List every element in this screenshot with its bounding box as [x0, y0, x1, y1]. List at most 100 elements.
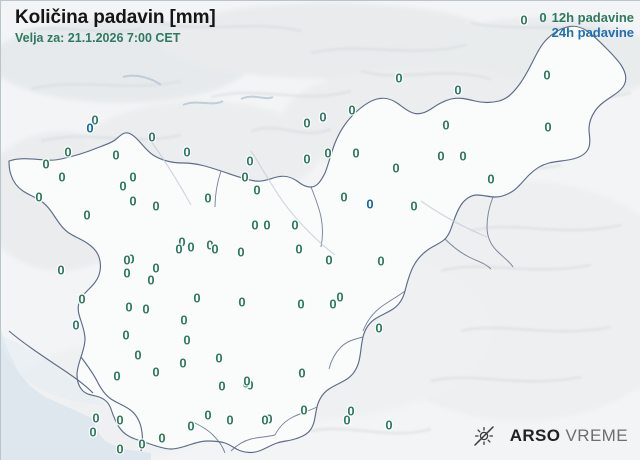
station-value-12h: 0 — [295, 241, 303, 257]
station-value-12h: 0 — [58, 169, 66, 185]
legend: 0 12h padavine 24h padavine — [539, 10, 634, 40]
station-value-12h: 0 — [253, 182, 261, 198]
station-value-12h: 0 — [261, 412, 269, 428]
station-value-12h: 0 — [215, 350, 223, 366]
station-value-12h: 0 — [57, 262, 65, 278]
arso-wordmark: ARSO VREME — [510, 426, 628, 446]
station-value-12h: 0 — [187, 418, 195, 434]
station-value-12h: 0 — [83, 207, 91, 223]
istria-coast — [80, 356, 144, 452]
station-value-12h: 0 — [91, 112, 99, 128]
station-value-12h: 0 — [152, 364, 160, 380]
station-value-12h: 0 — [395, 70, 403, 86]
station-value-12h: 0 — [348, 102, 356, 118]
legend-item-24h: 24h padavine — [539, 25, 634, 40]
rivers — [150, 140, 488, 256]
station-value-12h: 0 — [375, 320, 383, 336]
sun-weather-icon — [473, 426, 494, 446]
station-value-12h: 0 — [243, 373, 251, 389]
station-value-12h: 0 — [113, 368, 121, 384]
lakes — [122, 74, 274, 106]
station-value-12h: 0 — [35, 189, 43, 205]
station-value-12h: 0 — [152, 260, 160, 276]
station-value-12h: 0 — [263, 217, 271, 233]
station-value-12h: 0 — [187, 239, 195, 255]
station-value-12h: 0 — [442, 117, 450, 133]
station-value-12h: 0 — [410, 198, 418, 214]
station-value-12h: 0 — [72, 317, 80, 333]
station-value-12h: 0 — [183, 144, 191, 160]
station-value-12h: 0 — [89, 424, 97, 440]
station-value-12h: 0 — [180, 312, 188, 328]
station-value-12h: 0 — [377, 253, 385, 269]
station-value-12h: 0 — [392, 160, 400, 176]
station-value-12h: 0 — [122, 327, 130, 343]
station-value-12h: 0 — [178, 234, 186, 250]
station-value-12h: 0 — [298, 365, 306, 381]
station-value-12h: 0 — [125, 299, 133, 315]
station-value-12h: 0 — [129, 169, 137, 185]
station-value-12h: 0 — [459, 148, 467, 164]
station-value-12h: 0 — [148, 129, 156, 145]
station-value-12h: 0 — [251, 217, 259, 233]
station-value-12h: 0 — [226, 412, 234, 428]
station-value-12h: 0 — [385, 417, 393, 433]
station-value-12h: 0 — [437, 148, 445, 164]
station-value-12h: 0 — [324, 145, 332, 161]
station-value-12h: 0 — [193, 290, 201, 306]
station-value-12h: 0 — [78, 291, 86, 307]
station-value-12h: 0 — [238, 294, 246, 310]
station-value-12h: 0 — [241, 169, 249, 185]
station-value-12h: 0 — [147, 272, 155, 288]
station-value-12h: 0 — [42, 156, 50, 172]
station-value-12h: 0 — [325, 252, 333, 268]
coast-trieste-bay — [8, 330, 94, 394]
station-value-12h: 0 — [291, 217, 299, 233]
station-value-12h: 0 — [343, 412, 351, 428]
station-value-12h: 0 — [246, 153, 254, 169]
station-value-12h: 0 — [520, 12, 528, 28]
station-value-24h: 0 — [366, 196, 374, 212]
legend-label-24h: 24h padavine — [551, 25, 634, 40]
station-value-12h: 0 — [152, 198, 160, 214]
station-value-12h: 0 — [206, 237, 214, 253]
adriatic-sea — [1, 331, 151, 460]
station-value-12h: 0 — [64, 144, 72, 160]
station-value-12h: 0 — [487, 171, 495, 187]
station-value-12h: 0 — [158, 430, 166, 446]
station-value-12h: 0 — [544, 119, 552, 135]
station-value-12h: 0 — [211, 241, 219, 257]
arso-logo: ARSO VREME — [472, 424, 628, 448]
station-value-12h: 0 — [123, 265, 131, 281]
legend-sample-12h: 0 — [539, 10, 547, 25]
internal-boundaries — [190, 170, 514, 454]
station-value-12h: 0 — [142, 301, 150, 317]
station-value-12h: 0 — [340, 189, 348, 205]
station-value-12h: 0 — [119, 178, 127, 194]
station-value-12h: 0 — [127, 251, 135, 267]
station-value-12h: 0 — [138, 436, 146, 452]
station-value-12h: 0 — [454, 82, 462, 98]
station-value-12h: 0 — [303, 115, 311, 131]
station-value-12h: 0 — [92, 410, 100, 426]
station-value-12h: 0 — [265, 411, 273, 427]
arso-name-light: VREME — [565, 426, 628, 445]
legend-item-12h: 0 12h padavine — [539, 10, 634, 25]
station-value-12h: 0 — [134, 347, 142, 363]
legend-label-12h: 12h padavine — [551, 10, 634, 25]
station-value-12h: 0 — [543, 67, 551, 83]
station-value-12h: 0 — [347, 403, 355, 419]
station-value-12h: 0 — [116, 412, 124, 428]
station-value-12h: 0 — [179, 355, 187, 371]
station-value-12h: 0 — [204, 190, 212, 206]
station-value-12h: 0 — [300, 402, 308, 418]
station-value-12h: 0 — [242, 375, 250, 391]
station-value-12h: 0 — [183, 332, 191, 348]
station-value-12h: 0 — [123, 252, 131, 268]
station-value-12h: 0 — [218, 378, 226, 394]
station-value-12h: 0 — [303, 151, 311, 167]
station-value-12h: 0 — [116, 441, 124, 457]
